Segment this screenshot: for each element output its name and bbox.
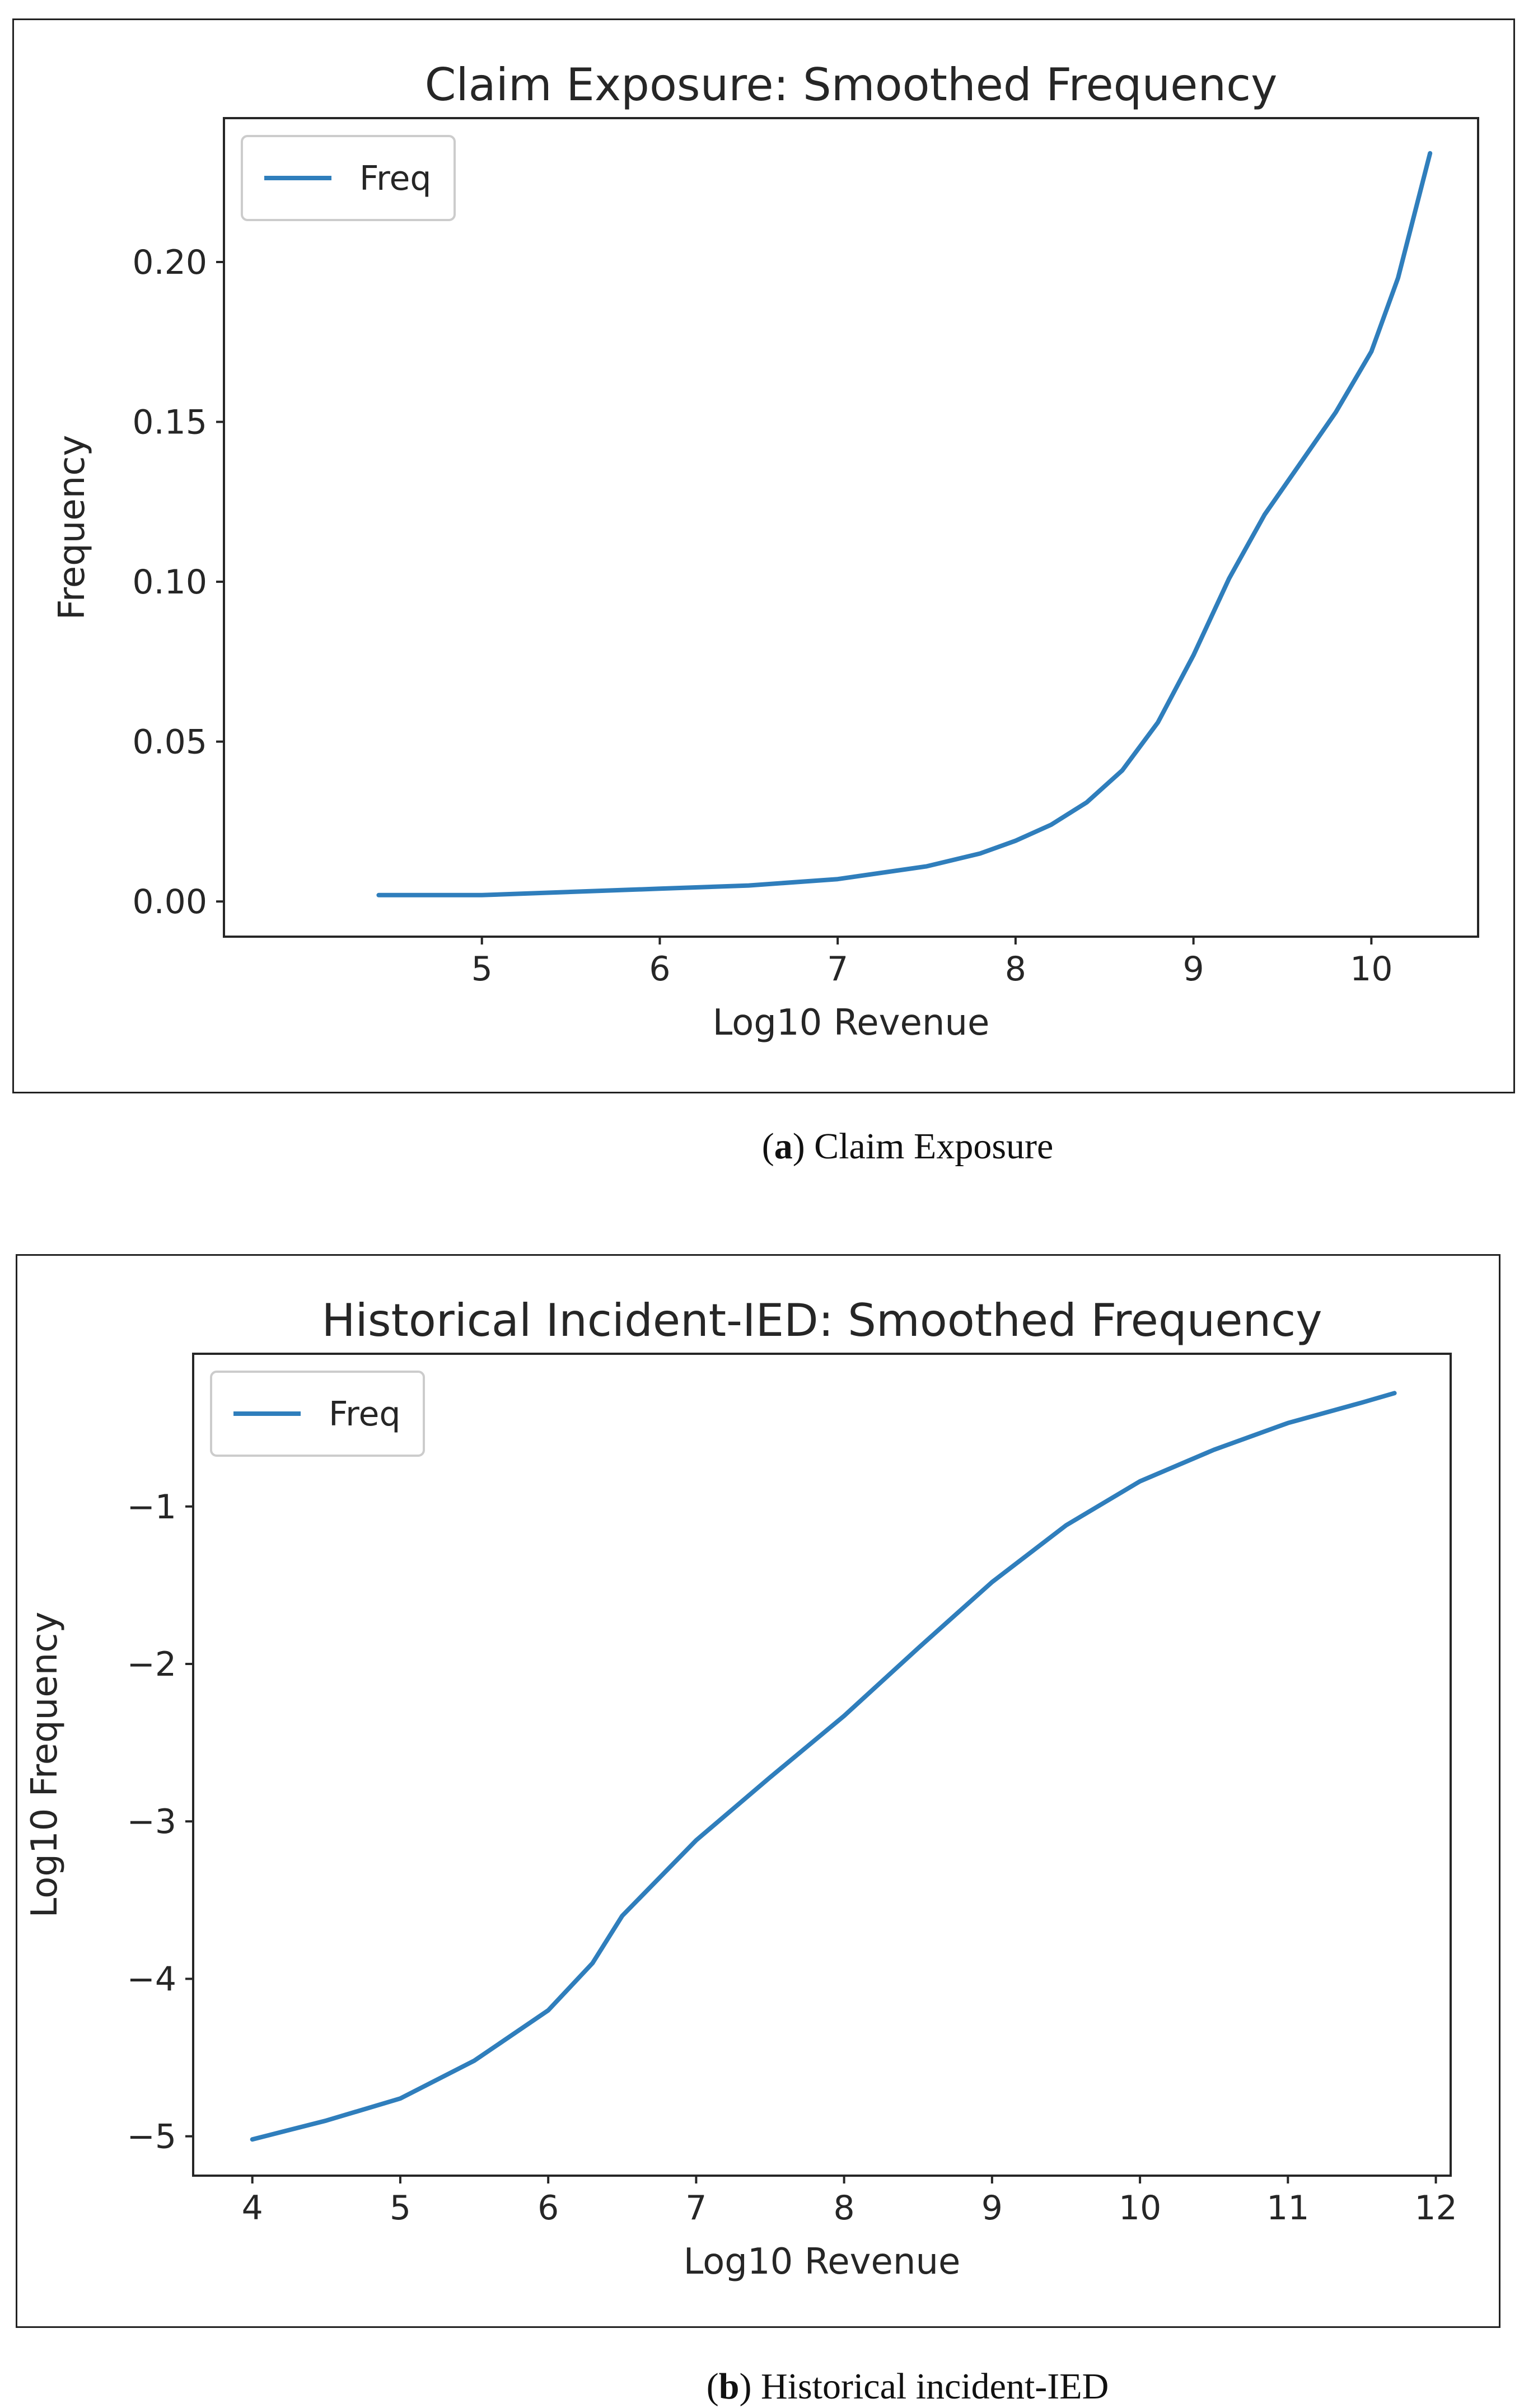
chart1-legend-box [210,1371,425,1457]
chart1-series-line-freq [250,1391,1397,2142]
chart1-x-tick-label: 9 [981,2189,1003,2228]
chart1-y-tick-label: −2 [127,1645,176,1684]
chart0-plot-area [223,117,1479,938]
chart1-x-tick-label: 6 [537,2189,559,2228]
chart-a: Claim Exposure: Smoothed Frequency 5 6 7 8 9 1… [52,59,1479,1044]
chart1-y-tick-label: −5 [127,2117,176,2157]
chart0-y-tick-label: 0.05 [132,723,207,762]
chart-a-frame: Claim Exposure: Smoothed Frequency 5 6 7 8 9 1… [12,18,1515,1093]
chart1-y-tick-label: −3 [127,1802,176,1841]
chart0-legend-label: Freq [359,159,432,198]
chart0-y-tick-label: 0.15 [132,403,207,442]
chart-b-frame: Historical Incident-IED: Smoothed Freque… [16,1254,1500,2328]
chart0-x-tick-label: 7 [827,950,848,989]
chart0-x-tick-label: 9 [1183,950,1204,989]
chart1-x-tick-label: 7 [685,2189,707,2228]
chart1-x-tick-label: 5 [390,2189,411,2228]
chart0-y-tick-label: 0.10 [132,563,207,602]
caption-b-label: b [718,2366,740,2407]
chart0-x-tick-label: 8 [1005,950,1026,989]
chart1-x-axis-label: Log10 Revenue [684,2241,961,2283]
chart0-y-axis-label: Frequency [52,435,93,620]
chart1-y-tick-label: −4 [127,1960,176,1999]
caption-a-label: a [774,1126,793,1167]
caption-b-text: Historical incident-IED [751,2366,1109,2407]
chart1-title: Historical Incident-IED: Smoothed Freque… [321,1294,1322,1346]
chart0-x-tick-label: 5 [471,950,493,989]
chart0-series-line-freq [376,151,1433,897]
chart1-legend-label: Freq [329,1395,401,1434]
caption-a: (a) Claim Exposure [761,1126,1054,1167]
chart1-y-axis-label: Log10 Frequency [24,1612,66,1918]
chart0-x-tick-label: 10 [1350,950,1392,989]
chart1-y-tick-label: −1 [127,1488,176,1527]
caption-a-text: Claim Exposure [805,1126,1054,1167]
chart-b: Historical Incident-IED: Smoothed Freque… [24,1294,1457,2283]
chart1-x-tick-label: 12 [1414,2189,1457,2228]
chart1-x-tick-label: 10 [1119,2189,1161,2228]
chart1-x-tick-label: 8 [834,2189,855,2228]
chart0-legend-box [241,135,456,221]
chart0-x-tick-label: 6 [649,950,670,989]
chart1-x-tick-label: 11 [1266,2189,1309,2228]
chart0-x-axis-label: Log10 Revenue [713,1002,990,1044]
chart1-x-tick-label: 4 [242,2189,263,2228]
chart0-y-tick-label: 0.20 [132,243,207,282]
caption-b: (b) Historical incident-IED [706,2366,1109,2407]
chart0-y-tick-label: 0.00 [132,882,207,922]
chart1-plot-area [192,1353,1452,2177]
chart0-title: Claim Exposure: Smoothed Frequency [425,59,1278,111]
